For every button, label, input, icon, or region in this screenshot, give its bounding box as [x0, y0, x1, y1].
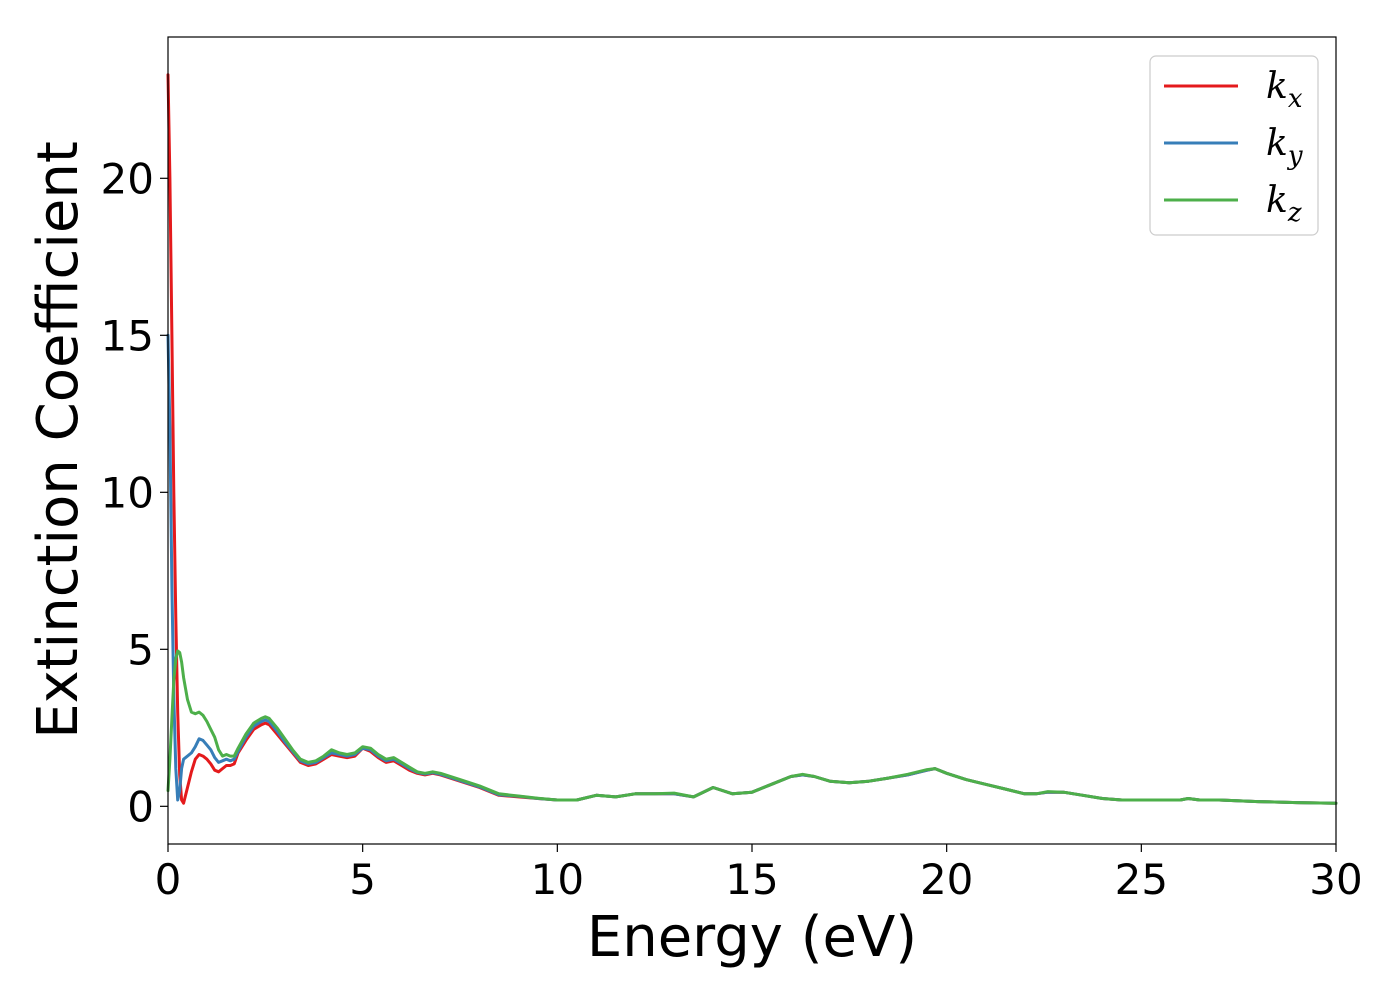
legend-box [1149, 55, 1319, 236]
x-axis-label: Energy (eV) [587, 905, 917, 970]
legend-label-subscript: x [1288, 84, 1303, 114]
y-axis: 0 5 10 15 20 [101, 154, 168, 831]
x-tick-label: 10 [531, 855, 584, 904]
legend-label-y: ky [1266, 123, 1303, 171]
series-line-z [166, 649, 1338, 805]
legend-label-base: k [1266, 66, 1288, 107]
x-tick-label: 15 [725, 855, 778, 904]
x-tick-label: 5 [349, 855, 376, 904]
x-tick-label: 25 [1115, 855, 1168, 904]
legend-label-base: k [1266, 123, 1288, 164]
x-tick-label: 30 [1309, 855, 1362, 904]
y-tick-label: 15 [101, 311, 154, 360]
x-axis: 0 5 10 15 20 25 30 [155, 844, 1363, 904]
x-tick-label: 20 [920, 855, 973, 904]
y-tick-label: 20 [101, 154, 154, 203]
plot-background [168, 37, 1336, 844]
legend-label-subscript: z [1287, 198, 1302, 228]
y-tick-label: 0 [127, 782, 154, 831]
x-tick-label: 0 [155, 855, 182, 904]
legend-label-z: kz [1266, 180, 1302, 228]
y-tick-label: 5 [127, 625, 154, 674]
y-tick-label: 10 [101, 468, 154, 517]
y-axis-label: Extinction Coefficient [26, 141, 91, 739]
legend-label-base: k [1266, 180, 1288, 221]
legend-label-subscript: y [1287, 141, 1303, 171]
legend-label-x: kx [1266, 66, 1303, 114]
series-layer [166, 73, 1338, 805]
